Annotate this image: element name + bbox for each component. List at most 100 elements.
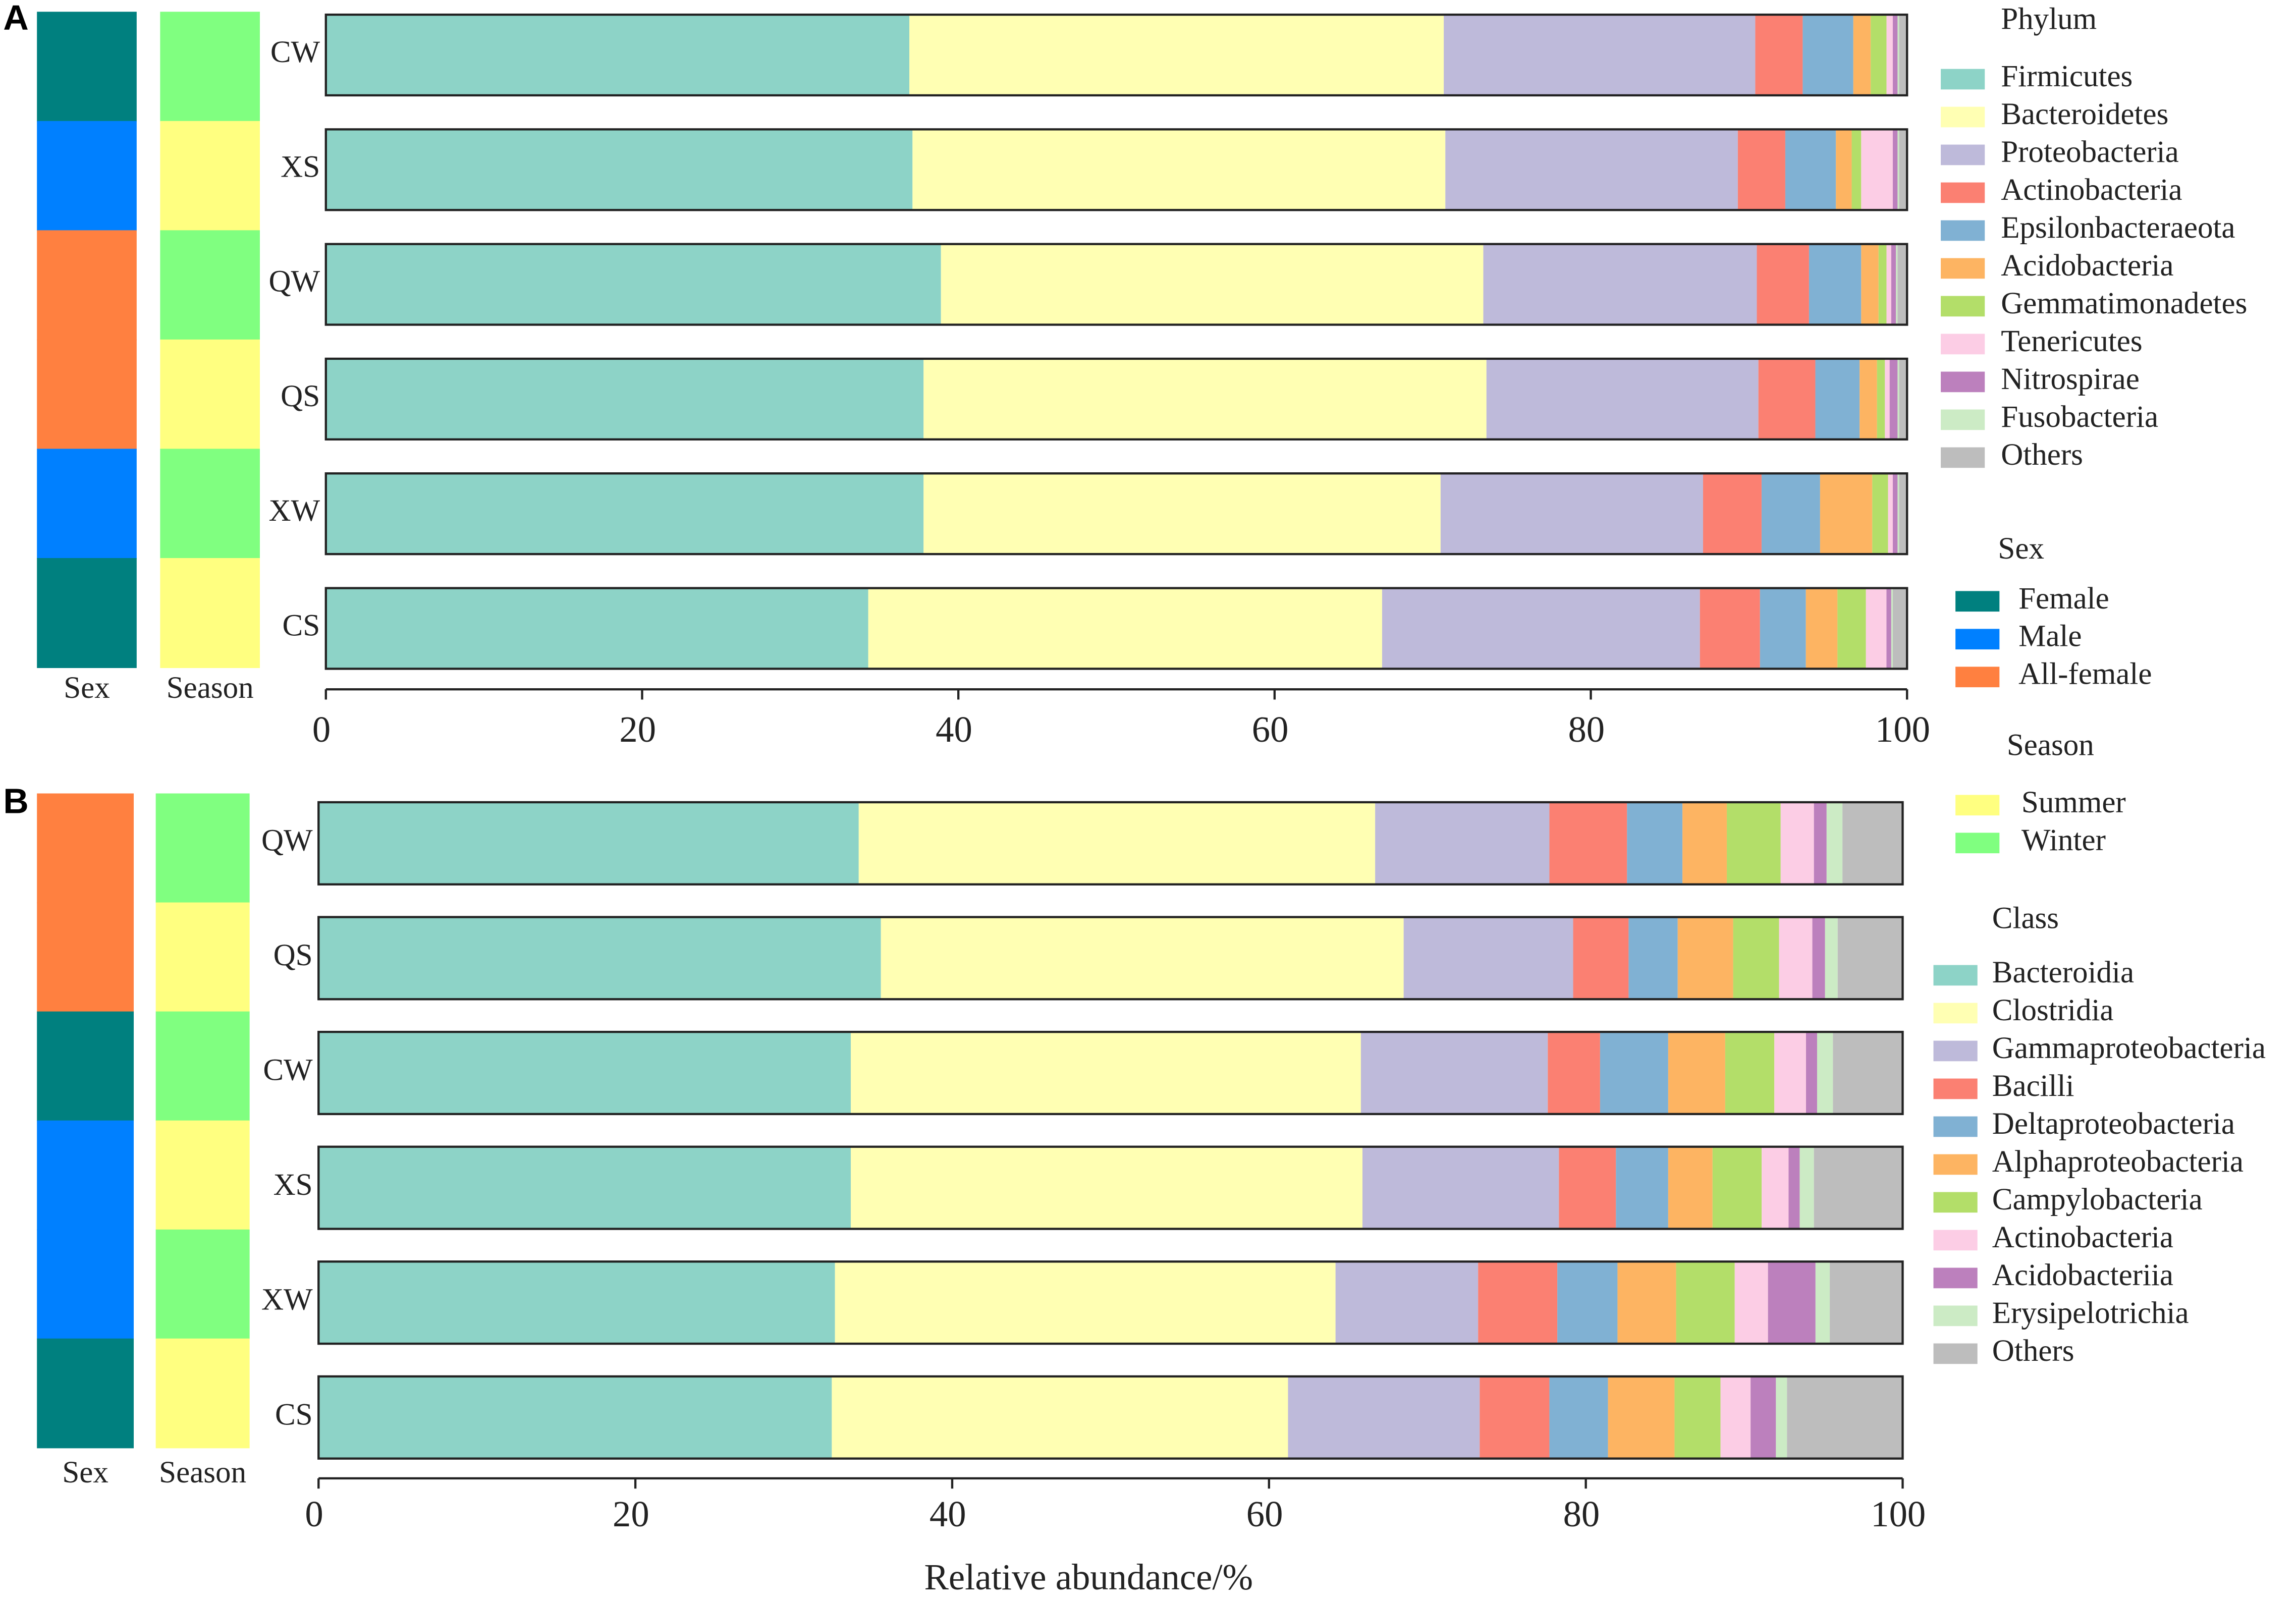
bar-segment — [318, 1032, 851, 1114]
legend-swatch — [1941, 409, 1985, 430]
bar-segment — [1445, 129, 1738, 210]
bar-outline — [317, 1145, 1904, 1230]
legend-swatch — [1941, 296, 1985, 317]
legend-label: Gemmatimonadetes — [2001, 287, 2247, 320]
annotation-cell — [37, 449, 137, 559]
bar-segment — [1486, 358, 1759, 439]
bar-segment — [1836, 129, 1852, 210]
bar-segment — [1788, 1146, 1800, 1229]
annotation-cell — [37, 1229, 134, 1340]
bar-segment — [1768, 1261, 1816, 1344]
bar-segment — [1897, 15, 1899, 95]
bar-segment — [1806, 1032, 1817, 1114]
legend-label: Erysipelotrichia — [1992, 1296, 2189, 1330]
legend-label: All-female — [2018, 657, 2152, 691]
bar-segment — [1362, 1146, 1559, 1229]
legend-label: Others — [1992, 1334, 2074, 1368]
category-label: XW — [268, 494, 320, 528]
legend-title: Season — [2007, 728, 2094, 762]
annotation-cell — [160, 558, 260, 668]
bar-segment — [1826, 802, 1843, 885]
bar-segment — [1871, 15, 1887, 95]
legend-label: Female — [2018, 582, 2109, 616]
legend-label: Gammaproteobacteria — [1992, 1031, 2266, 1065]
bar-segment — [1885, 358, 1890, 439]
bar-segment — [1375, 802, 1550, 885]
bar-segment — [1668, 1032, 1725, 1114]
bar-segment — [1617, 1261, 1676, 1344]
bar-segment — [1886, 244, 1891, 325]
legend-label: Clostridia — [1992, 993, 2114, 1027]
bar-segment — [318, 1261, 835, 1344]
legend-label: Fusobacteria — [2001, 400, 2158, 434]
bar-outline — [324, 587, 1908, 670]
bar-outline — [317, 1260, 1904, 1345]
panel-label: A — [3, 0, 28, 37]
bar-segment — [1815, 358, 1860, 439]
legend-swatch — [1933, 1078, 1978, 1099]
legend-swatch — [1941, 447, 1985, 468]
bar-segment — [1288, 1376, 1480, 1459]
bar-segment — [923, 358, 1487, 439]
bar-segment — [1776, 1376, 1787, 1459]
category-label: XS — [274, 1168, 313, 1202]
legend-swatch — [1955, 591, 2000, 612]
annotation-label: Season — [167, 671, 254, 705]
annotation-label: Sex — [62, 1456, 108, 1489]
bar-segment — [941, 244, 1484, 325]
bar-segment — [1549, 1376, 1608, 1459]
bar-segment — [1799, 1146, 1814, 1229]
bar-segment — [1725, 1032, 1775, 1114]
bar-segment — [1893, 129, 1898, 210]
annotation-label: Sex — [64, 671, 110, 705]
bar-segment — [325, 588, 868, 669]
bar-segment — [1727, 802, 1781, 885]
legend-title: Class — [1992, 901, 2059, 935]
annotation-cell — [37, 339, 137, 450]
bar-outline — [324, 13, 1908, 97]
bar-segment — [325, 244, 941, 325]
annotation-cell — [155, 902, 250, 1013]
annotation-cell — [37, 121, 137, 231]
bar-segment — [1886, 588, 1891, 669]
legend-swatch — [1933, 1116, 1978, 1137]
bar-segment — [1703, 473, 1762, 555]
bar-segment — [1780, 802, 1814, 885]
bar-segment — [851, 1032, 1361, 1114]
bar-segment — [1825, 917, 1838, 1000]
bar-segment — [868, 588, 1382, 669]
bar-segment — [325, 358, 924, 439]
bar-outline — [324, 243, 1908, 326]
bar-outline — [317, 801, 1904, 886]
bar-segment — [832, 1376, 1288, 1459]
legend-title: Phylum — [2001, 3, 2097, 36]
legend-swatch — [1933, 1040, 1978, 1062]
bar-segment — [1403, 917, 1573, 1000]
bar-segment — [1851, 129, 1862, 210]
legend-swatch — [1941, 182, 1985, 203]
bar-segment — [1734, 1261, 1768, 1344]
legend-swatch — [1933, 1154, 1978, 1175]
bar-segment — [1866, 588, 1887, 669]
bar-segment — [1897, 473, 1899, 555]
bar-segment — [1549, 802, 1627, 885]
bar-segment — [1893, 588, 1907, 669]
bar-segment — [1758, 358, 1816, 439]
bar-segment — [1837, 588, 1866, 669]
bar-segment — [1712, 1146, 1762, 1229]
annotation-cell — [155, 1229, 250, 1340]
legend-swatch — [1941, 69, 1985, 90]
bar-segment — [1837, 917, 1903, 1000]
bar-segment — [881, 917, 1404, 1000]
bar-segment — [1842, 802, 1903, 885]
x-tick-label: 0 — [305, 1494, 323, 1534]
annotation-cell — [37, 793, 134, 904]
legend-label: Alphaproteobacteria — [1992, 1145, 2244, 1179]
bar-segment — [1761, 473, 1820, 555]
legend-swatch — [1955, 833, 2000, 854]
bar-segment — [1755, 15, 1803, 95]
category-label: CS — [283, 609, 320, 643]
legend-label: Male — [2018, 620, 2082, 653]
legend-title: Sex — [1998, 532, 2044, 566]
bar-segment — [912, 129, 1446, 210]
